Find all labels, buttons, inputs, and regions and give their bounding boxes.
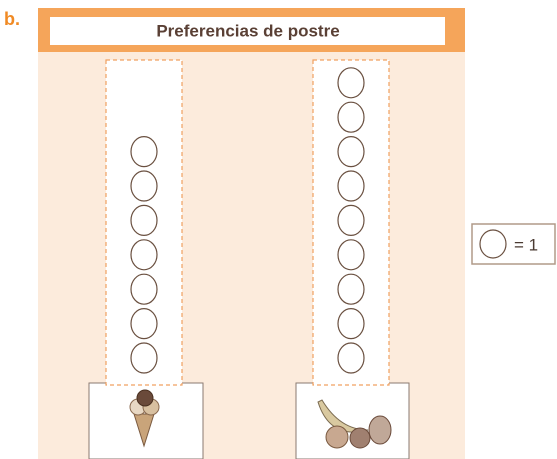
symbol (130, 342, 158, 374)
symbol (337, 273, 365, 305)
chart-title: Preferencias de postre (156, 21, 339, 40)
symbol (130, 273, 158, 305)
symbol (337, 170, 365, 202)
ice-cream-picture (88, 382, 204, 459)
symbol (130, 308, 158, 340)
symbol (337, 239, 365, 271)
symbol (337, 308, 365, 340)
symbol (337, 342, 365, 374)
symbol (337, 67, 365, 99)
symbol (130, 204, 158, 236)
symbol (130, 239, 158, 271)
symbol (130, 136, 158, 168)
fruit-picture (295, 382, 410, 459)
key (471, 223, 556, 265)
symbol (130, 170, 158, 202)
key-label: = 1 (514, 235, 538, 254)
symbol (337, 101, 365, 133)
symbol (337, 136, 365, 168)
symbol (337, 204, 365, 236)
item-label: b. (4, 9, 20, 29)
title-box (50, 17, 445, 45)
